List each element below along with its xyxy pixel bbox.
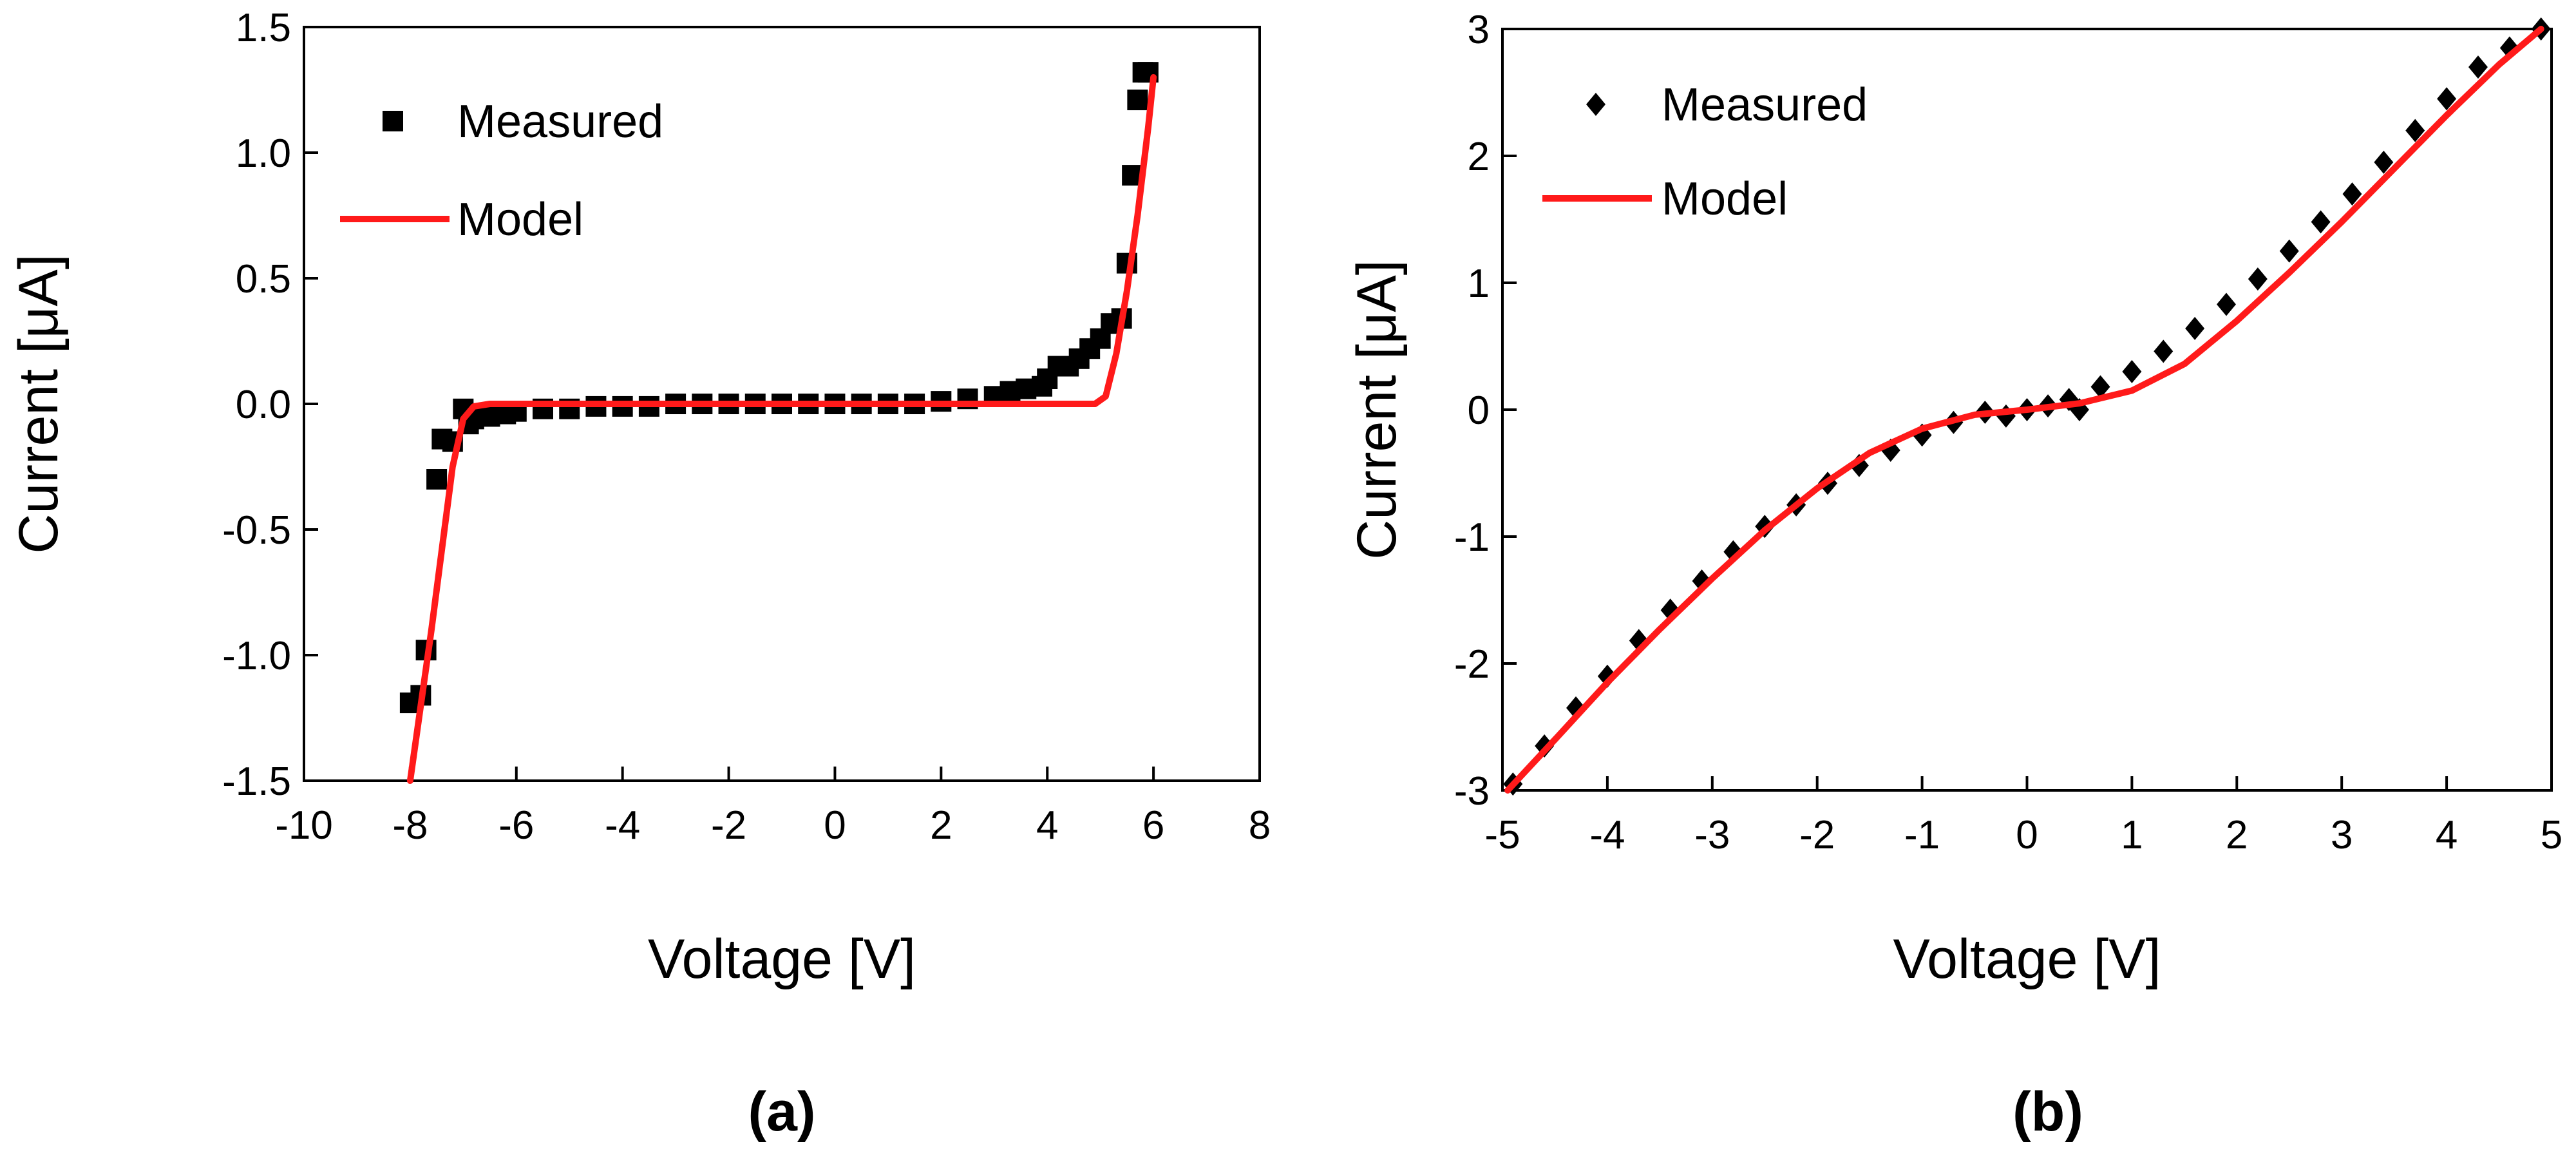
measured-point xyxy=(2185,316,2205,340)
measured-point xyxy=(2279,239,2299,263)
y-axis-title: Current [μA] xyxy=(8,254,70,553)
legend-label: Measured xyxy=(1662,79,1868,131)
y-tick-label: 3 xyxy=(1468,8,1490,52)
x-tick-label: -8 xyxy=(392,803,428,848)
x-tick-label: 2 xyxy=(930,803,952,848)
x-tick-label: -2 xyxy=(1799,813,1835,857)
legend-swatch-measured xyxy=(1586,93,1605,116)
x-tick-label: 0 xyxy=(824,803,846,848)
model-line xyxy=(1504,26,2544,794)
measured-point xyxy=(426,469,448,490)
y-tick-label: 2 xyxy=(1468,135,1490,179)
panel-label: (a) xyxy=(748,1081,815,1143)
measured-point xyxy=(2374,150,2394,174)
x-tick-label: 2 xyxy=(2226,813,2248,857)
y-tick-label: 1.0 xyxy=(236,131,291,176)
measured-point xyxy=(2437,87,2457,111)
legend-swatch-measured xyxy=(383,111,403,131)
measured-point xyxy=(2122,359,2142,383)
x-tick-label: -4 xyxy=(1589,813,1625,857)
measured-point xyxy=(2154,339,2174,363)
y-tick-label: -3 xyxy=(1454,769,1490,814)
y-tick-label: 1 xyxy=(1468,262,1490,306)
y-tick-label: -2 xyxy=(1454,642,1490,687)
x-tick-label: 0 xyxy=(2016,813,2038,857)
x-tick-label: -3 xyxy=(1694,813,1730,857)
panel-a: -10 -8 -6 -4 -2 0 2 4 6 8 -1.5 -1.0 -0.5 0.0 0.5 1.0 1.5… xyxy=(8,6,1271,1143)
y-axis-title: Current [μA] xyxy=(1346,260,1408,559)
model-line xyxy=(406,74,1157,784)
x-tick-label: 8 xyxy=(1249,803,1271,848)
legend-label: Model xyxy=(1662,173,1788,225)
measured-point xyxy=(2311,210,2331,234)
measured-point xyxy=(2405,119,2425,142)
x-tick-label: 4 xyxy=(2436,813,2458,857)
x-tick-label: -2 xyxy=(711,803,746,848)
y-tick-label: 0.5 xyxy=(236,257,291,301)
y-tick-label: 1.5 xyxy=(236,6,291,50)
legend-label: Model xyxy=(457,194,583,245)
x-tick-label: -1 xyxy=(1904,813,1940,857)
x-tick-label: -10 xyxy=(275,803,333,848)
x-axis-title: Voltage [V] xyxy=(1893,928,2161,990)
measured-point xyxy=(2217,292,2237,316)
legend-label: Measured xyxy=(457,96,663,148)
x-tick-label: -6 xyxy=(498,803,534,848)
panel-b: -5 -4 -3 -2 -1 0 1 2 3 4 5 -3 -2 -1 0 1 2 3 Voltage [V] Cur… xyxy=(1346,8,2562,1143)
y-tick-label: -1.5 xyxy=(222,759,291,804)
y-tick-label: 0.0 xyxy=(236,383,291,427)
x-tick-label: 5 xyxy=(2541,813,2562,857)
y-tick-label: -1 xyxy=(1454,515,1490,560)
y-tick-label: -0.5 xyxy=(222,508,291,553)
x-tick-label: 1 xyxy=(2121,813,2143,857)
x-axis-title: Voltage [V] xyxy=(648,928,916,990)
measured-point xyxy=(2342,182,2362,206)
x-tick-label: 4 xyxy=(1036,803,1058,848)
measured-point xyxy=(2248,267,2268,291)
panel-label: (b) xyxy=(2012,1081,2083,1143)
measured-point xyxy=(1127,90,1148,111)
measured-point xyxy=(2468,55,2488,79)
x-tick-label: -4 xyxy=(605,803,640,848)
x-tick-label: -5 xyxy=(1484,813,1520,857)
x-tick-label: 6 xyxy=(1142,803,1164,848)
measured-point xyxy=(2090,375,2110,399)
x-tick-label: 3 xyxy=(2331,813,2353,857)
y-tick-label: -1.0 xyxy=(222,634,291,678)
y-tick-label: 0 xyxy=(1468,388,1490,433)
